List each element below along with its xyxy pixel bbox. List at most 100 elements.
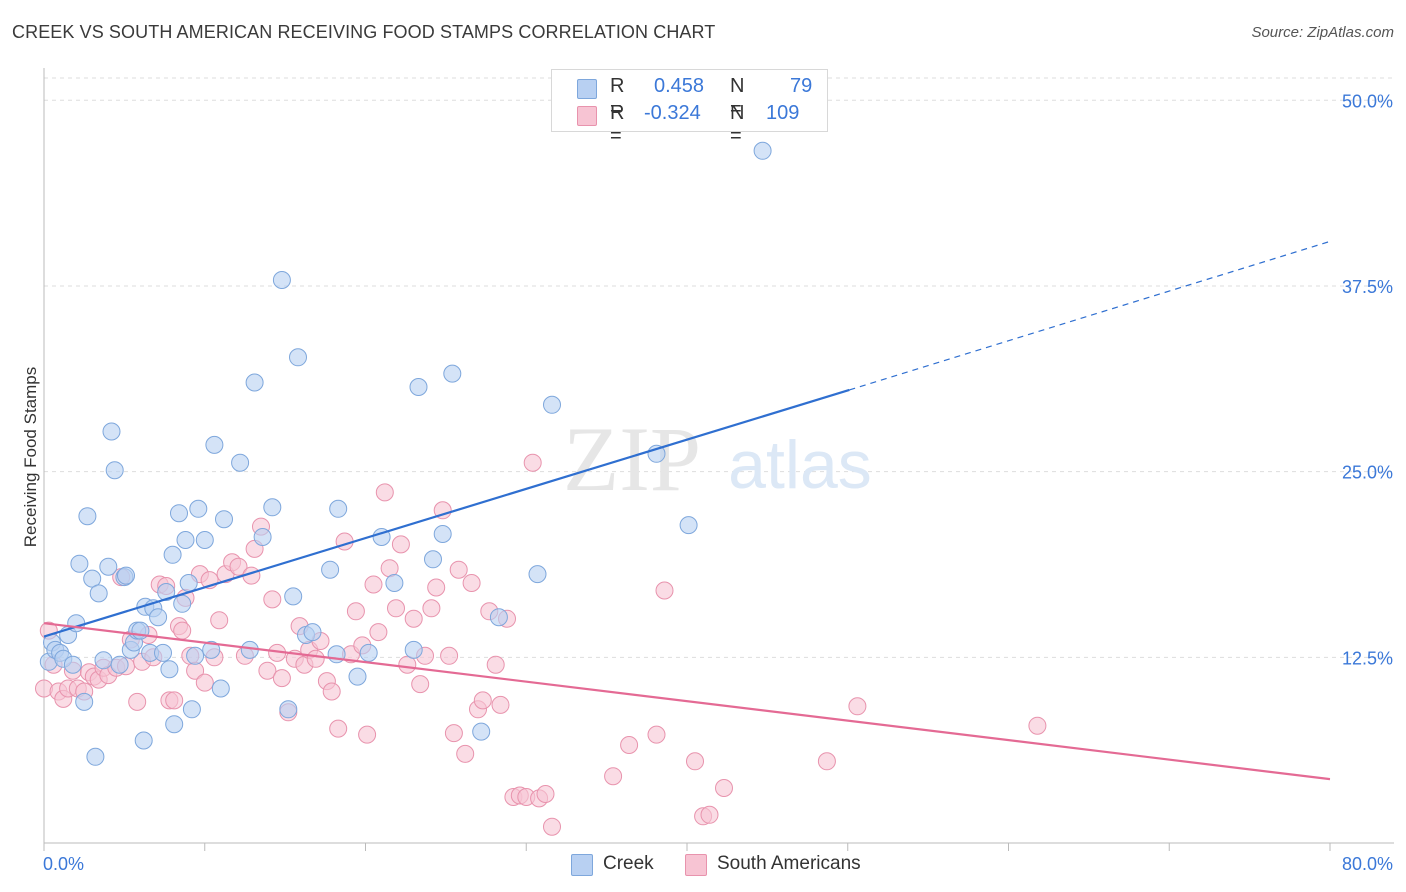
creek-point — [543, 395, 561, 414]
chart-title: CREEK VS SOUTH AMERICAN RECEIVING FOOD S… — [12, 22, 716, 42]
source-label: Source: ZipAtlas.com — [1251, 24, 1394, 41]
south-americans-point — [375, 483, 394, 502]
south-americans-point — [620, 736, 639, 754]
creek-point — [110, 655, 129, 674]
south-americans-point — [523, 453, 542, 472]
creek-point — [70, 554, 89, 573]
creek-point — [195, 531, 214, 549]
south-americans-point — [263, 590, 282, 609]
south-americans-trend-line — [43, 622, 1331, 781]
south-americans-point — [322, 682, 341, 701]
watermark: ZIP atlas — [563, 408, 872, 510]
creek-point — [215, 510, 233, 529]
south-americans-point — [346, 602, 365, 621]
creek-point — [329, 499, 348, 518]
south-americans-point — [165, 691, 184, 710]
creek-point — [94, 651, 113, 670]
south-americans-point — [715, 779, 733, 797]
creek-point — [89, 584, 108, 603]
r-value: -0.324 — [644, 102, 701, 124]
creek-point — [753, 141, 772, 160]
y-tick-label: 50.0% — [1342, 91, 1393, 111]
south-americans-point — [700, 805, 719, 824]
creek-point — [102, 422, 121, 441]
creek-trend-extension — [849, 240, 1331, 391]
n-label: N = — [730, 102, 745, 147]
creek-point — [86, 747, 105, 766]
south-americans-point — [433, 501, 452, 520]
south-americans-swatch — [577, 106, 597, 126]
creek-point — [404, 640, 423, 659]
south-americans-point — [647, 725, 666, 744]
creek-point — [321, 560, 340, 579]
creek-trend-line — [43, 388, 850, 638]
watermark-atlas: atlas — [728, 427, 872, 503]
creek-point — [679, 516, 698, 535]
south-americans-point — [486, 655, 505, 674]
creek-point — [205, 435, 224, 454]
creek-point — [154, 643, 172, 662]
creek-point — [433, 525, 452, 543]
south-americans-point — [848, 697, 867, 716]
creek-point — [186, 646, 205, 665]
y-tick-label: 25.0% — [1342, 463, 1393, 483]
axes — [43, 68, 1394, 851]
south-americans-point — [444, 724, 463, 743]
south-americans-point — [387, 599, 405, 618]
south-americans-point — [456, 744, 475, 763]
x-tick-label: 80.0% — [1342, 854, 1393, 874]
south-americans-point — [427, 578, 446, 597]
n-value: 109 — [766, 102, 800, 124]
creek-point — [176, 531, 195, 549]
south-americans-point — [35, 679, 53, 698]
r-label: R = — [610, 75, 625, 120]
y-tick-label: 12.5% — [1342, 648, 1393, 668]
south-americans-point — [473, 691, 492, 710]
south-americans-point — [258, 661, 277, 680]
creek-point — [75, 692, 94, 711]
creek-point — [263, 498, 282, 517]
legend-label: South Americans — [717, 853, 861, 874]
creek-point — [63, 655, 82, 674]
creek-point — [472, 722, 491, 741]
south-americans-point — [369, 623, 388, 642]
creek-point — [83, 569, 102, 588]
creek-point — [182, 700, 201, 719]
creek-point — [134, 731, 153, 750]
creek-point — [279, 700, 298, 719]
south-americans-point — [210, 611, 229, 630]
creek-point — [179, 574, 198, 592]
south-americans-point — [440, 646, 459, 665]
south-americans-point — [329, 719, 348, 738]
south-americans-point — [272, 669, 291, 688]
creek-point — [170, 504, 188, 523]
south-americans-point — [543, 817, 561, 836]
creek-swatch — [577, 79, 597, 99]
watermark-zip: ZIP — [563, 408, 701, 510]
x-tick-label: 0.0% — [43, 854, 84, 874]
creek-point — [253, 528, 272, 546]
south-americans-point — [173, 621, 192, 640]
creek-point — [231, 453, 250, 472]
creek-point — [160, 660, 179, 679]
south-americans-point — [686, 752, 704, 771]
creek-point — [424, 550, 442, 569]
south-americans-point — [229, 557, 248, 576]
creek-point — [163, 545, 182, 564]
tick-labels: 12.5% 25.0% 37.5% 50.0% 0.0% 80.0% — [43, 91, 1393, 874]
creek-point — [528, 565, 547, 584]
r-label: R = — [610, 102, 625, 147]
correlation-legend: R = 0.458 N = 79 R = -0.324 N = 109 — [551, 69, 828, 147]
south-americans-point — [817, 752, 836, 771]
creek-point — [443, 364, 462, 383]
creek-point — [149, 608, 168, 627]
creek-point — [173, 594, 192, 613]
south-americans-swatch — [685, 854, 707, 876]
south-americans-point — [391, 535, 410, 554]
south-americans-point — [1028, 716, 1047, 735]
creek-point — [245, 373, 264, 392]
creek-point — [303, 623, 322, 642]
south-americans-point — [491, 695, 510, 714]
south-americans-point — [306, 649, 325, 668]
